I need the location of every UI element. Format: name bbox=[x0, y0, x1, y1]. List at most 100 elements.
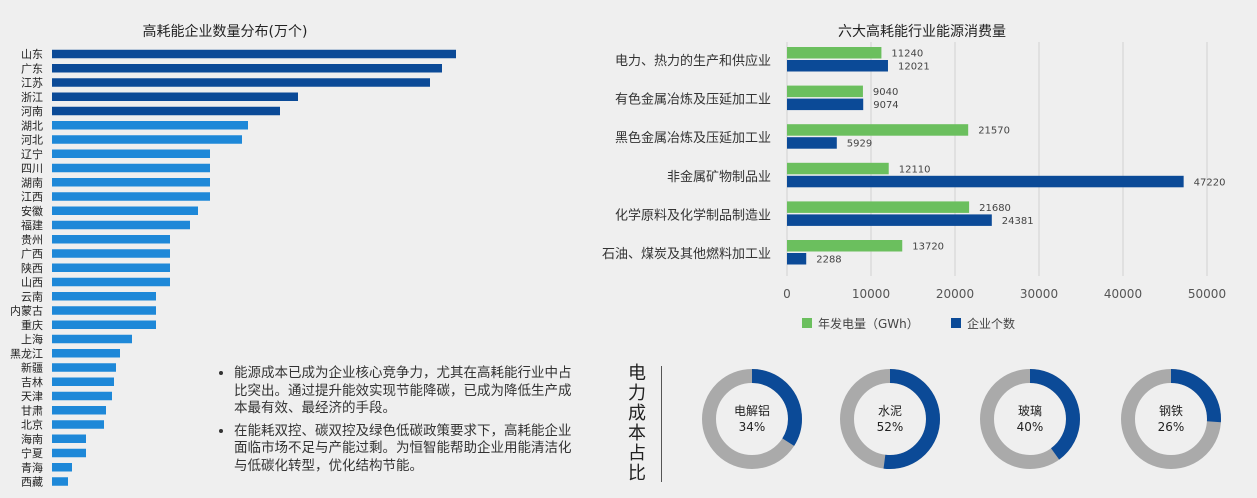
industry-label: 化学原料及化学制品制造业 bbox=[615, 207, 771, 223]
province-label: 江西 bbox=[21, 191, 43, 204]
province-bar bbox=[52, 377, 114, 386]
province-label: 天津 bbox=[21, 390, 43, 403]
province-label: 青海 bbox=[21, 460, 43, 474]
bar-value-label: 21680 bbox=[979, 203, 1011, 214]
province-bar bbox=[52, 477, 68, 486]
enterprise-count-bar bbox=[787, 137, 837, 149]
donut-percent: 40% bbox=[1017, 420, 1044, 434]
donut-segment bbox=[1121, 369, 1221, 469]
province-bar bbox=[52, 263, 170, 272]
x-tick-label: 30000 bbox=[1020, 287, 1058, 301]
right-chart-legend: 年发电量（GWh） 企业个数 bbox=[802, 316, 1015, 331]
legend-label-series2: 企业个数 bbox=[967, 316, 1015, 331]
province-bar bbox=[52, 463, 72, 472]
province-label: 宁夏 bbox=[21, 446, 43, 460]
province-bar bbox=[52, 92, 298, 101]
province-bar bbox=[52, 64, 442, 73]
province-label: 江苏 bbox=[21, 77, 43, 90]
province-bar bbox=[52, 306, 156, 315]
province-label: 河南 bbox=[21, 105, 43, 118]
bar-value-label: 47220 bbox=[1194, 177, 1226, 188]
donut-name: 水泥 bbox=[878, 404, 902, 418]
province-bar bbox=[52, 163, 210, 173]
enterprise-count-bar bbox=[787, 175, 1184, 188]
right-chart: 0 10000 20000 30000 40000 50000 电力、热力的生产和供应业 11… bbox=[602, 42, 1226, 301]
province-bar bbox=[52, 277, 170, 287]
province-label: 广西 bbox=[21, 248, 43, 261]
province-label: 陕西 bbox=[21, 261, 43, 275]
industry-label: 非金属矿物制品业 bbox=[667, 169, 771, 185]
province-bar bbox=[52, 178, 210, 187]
legend-swatch-green bbox=[802, 318, 812, 328]
donut-percent: 26% bbox=[1158, 420, 1185, 434]
note-item: 在能耗双控、碳双控及绿色低碳政策要求下，高耗能企业面临市场不足与产能过剩。为恒智… bbox=[234, 423, 578, 476]
province-bar bbox=[52, 192, 210, 201]
left-chart-title: 高耗能企业数量分布(万个) bbox=[143, 23, 308, 40]
bar-value-label: 9040 bbox=[873, 87, 898, 98]
x-tick-label: 10000 bbox=[852, 287, 890, 301]
province-label: 海南 bbox=[21, 432, 43, 446]
section-divider bbox=[661, 366, 662, 482]
legend-label-series1: 年发电量（GWh） bbox=[818, 316, 919, 331]
enterprise-count-bar bbox=[787, 98, 864, 111]
industry-label: 有色金属冶炼及压延加工业 bbox=[615, 92, 771, 108]
province-label: 上海 bbox=[21, 332, 43, 346]
province-bar bbox=[52, 78, 430, 87]
province-bar bbox=[52, 206, 198, 215]
province-label: 云南 bbox=[21, 290, 43, 303]
province-label: 河北 bbox=[21, 134, 43, 147]
province-label: 福建 bbox=[21, 218, 43, 232]
province-bar bbox=[52, 135, 242, 144]
donut-segment bbox=[980, 369, 1080, 469]
province-bar bbox=[52, 292, 156, 301]
industry-label: 石油、煤炭及其他燃料加工业 bbox=[602, 246, 771, 262]
province-label: 重庆 bbox=[21, 318, 43, 332]
province-label: 山西 bbox=[21, 276, 43, 289]
province-label: 甘肃 bbox=[21, 404, 43, 417]
power-generation-bar bbox=[787, 47, 882, 59]
power-generation-bar bbox=[787, 240, 903, 252]
bar-value-label: 12021 bbox=[898, 62, 930, 73]
enterprise-count-bar bbox=[787, 214, 992, 226]
x-tick-label: 0 bbox=[783, 287, 791, 301]
province-label: 广东 bbox=[21, 62, 43, 75]
province-label: 吉林 bbox=[21, 375, 43, 389]
province-label: 湖北 bbox=[21, 119, 43, 132]
province-bar bbox=[52, 363, 116, 372]
province-label: 湖南 bbox=[21, 176, 43, 189]
bar-value-label: 5929 bbox=[847, 139, 872, 150]
bar-value-label: 12110 bbox=[899, 164, 931, 175]
notes-block: 能源成本已成为企业核心竞争力，尤其在高耗能行业中占比突出。通过提升能效实现节能降… bbox=[218, 365, 578, 480]
province-label: 内蒙古 bbox=[10, 304, 43, 318]
donut-name: 电解铝 bbox=[734, 403, 770, 418]
bar-value-label: 13720 bbox=[912, 242, 944, 253]
donut-segment bbox=[702, 369, 802, 469]
province-label: 浙江 bbox=[21, 91, 43, 104]
left-chart: 山东广东江苏浙江河南湖北河北辽宁四川湖南江西安徽福建贵州广西陕西山西云南内蒙古重… bbox=[10, 48, 456, 489]
donut-percent: 34% bbox=[739, 420, 766, 434]
x-tick-label: 20000 bbox=[936, 287, 974, 301]
donut-name: 玻璃 bbox=[1018, 404, 1042, 418]
bar-value-label: 9074 bbox=[873, 100, 898, 111]
power-generation-bar bbox=[787, 162, 889, 175]
province-bar bbox=[52, 391, 112, 401]
province-bar bbox=[52, 434, 86, 443]
power-generation-bar bbox=[787, 201, 970, 213]
province-label: 贵州 bbox=[21, 233, 43, 246]
province-bar bbox=[52, 106, 280, 116]
power-generation-bar bbox=[787, 85, 863, 98]
donut-section-title: 电力成本占比 bbox=[628, 363, 646, 484]
province-bar bbox=[52, 406, 106, 415]
province-bar bbox=[52, 121, 248, 130]
province-bar bbox=[52, 320, 156, 329]
province-label: 山东 bbox=[21, 48, 43, 61]
industry-label: 电力、热力的生产和供应业 bbox=[615, 53, 771, 69]
donut-percent: 52% bbox=[877, 420, 904, 434]
province-bar bbox=[52, 349, 120, 358]
province-label: 北京 bbox=[21, 418, 43, 432]
bar-value-label: 2288 bbox=[816, 255, 841, 266]
x-tick-label: 40000 bbox=[1104, 287, 1142, 301]
bar-value-label: 21570 bbox=[978, 126, 1010, 137]
note-item: 能源成本已成为企业核心竞争力，尤其在高耗能行业中占比突出。通过提升能效实现节能降… bbox=[234, 365, 578, 418]
province-bar bbox=[52, 448, 86, 458]
